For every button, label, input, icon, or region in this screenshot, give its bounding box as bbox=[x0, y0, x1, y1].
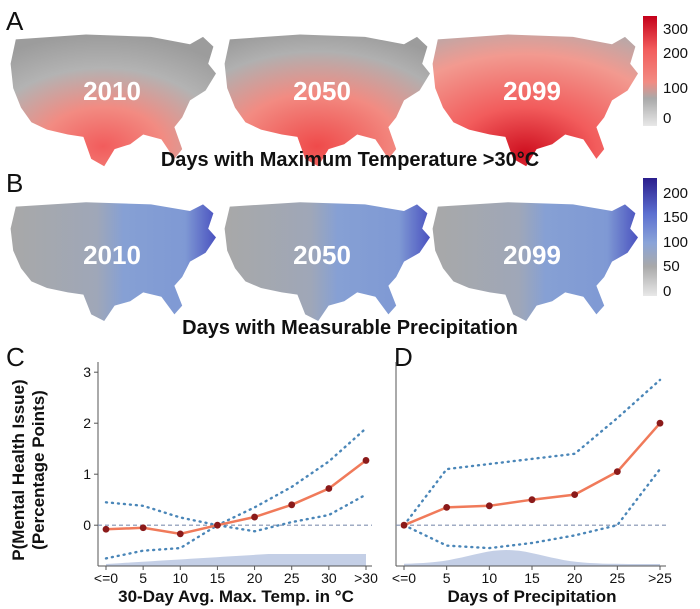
chart-d: <=0 5 10 15 20 25 >25 Days of Precipitation bbox=[392, 362, 672, 606]
colorbar-tick: 300 bbox=[663, 21, 688, 38]
map-year-label: 2099 bbox=[503, 76, 561, 106]
x-tick-label: >30 bbox=[354, 570, 378, 586]
x-tick-label: 15 bbox=[210, 570, 226, 586]
x-tick-label: 20 bbox=[247, 570, 263, 586]
x-tick-label: 25 bbox=[610, 570, 626, 586]
colorbar-a-ticks: 300 200 100 0 bbox=[663, 21, 688, 127]
x-tick-label: >25 bbox=[648, 570, 672, 586]
y-tick-label: 0 bbox=[83, 517, 91, 533]
data-point bbox=[176, 530, 184, 538]
panel-b-title: Days with Measurable Precipitation bbox=[182, 317, 518, 339]
estimate-line bbox=[403, 422, 661, 527]
colorbar-tick: 0 bbox=[663, 283, 671, 300]
data-point bbox=[139, 524, 147, 532]
data-point bbox=[485, 502, 493, 510]
map-year-label: 2099 bbox=[503, 240, 561, 270]
colorbar-b-ticks: 200 150 100 50 0 bbox=[663, 185, 688, 300]
ci-lower-line bbox=[104, 493, 368, 560]
x-tick-label: 25 bbox=[284, 570, 300, 586]
x-tick-label: 5 bbox=[139, 570, 147, 586]
colorbar-tick: 0 bbox=[663, 110, 671, 127]
data-point bbox=[362, 457, 370, 464]
shared-ylabel: P(Mental Health Issue) (Percentage Point… bbox=[9, 379, 48, 560]
density-strip bbox=[404, 550, 660, 566]
data-point bbox=[656, 419, 664, 427]
density-strip bbox=[106, 554, 366, 566]
colorbar-tick: 150 bbox=[663, 209, 688, 226]
colorbar-tick: 50 bbox=[663, 258, 680, 275]
data-point bbox=[214, 521, 221, 529]
y-tick-label: 2 bbox=[83, 415, 91, 431]
data-point bbox=[443, 503, 451, 511]
estimate-line bbox=[105, 459, 367, 536]
x-tick-label: 10 bbox=[172, 570, 188, 586]
panel-letter-a: A bbox=[6, 6, 24, 36]
data-point bbox=[613, 468, 621, 476]
colorbar-tick: 200 bbox=[663, 45, 688, 62]
panel-letter-b: B bbox=[6, 168, 23, 198]
x-tick-label: <=0 bbox=[392, 570, 416, 586]
ylabel-line-2: (Percentage Points) bbox=[29, 390, 48, 550]
ci-upper-line bbox=[104, 427, 368, 527]
x-tick-label: <=0 bbox=[94, 570, 118, 586]
panel-letter-c: C bbox=[6, 342, 25, 372]
colorbar-tick: 100 bbox=[663, 80, 688, 97]
data-point bbox=[288, 501, 296, 509]
y-tick-label: 1 bbox=[83, 466, 91, 482]
colorbar-tick: 200 bbox=[663, 185, 688, 202]
x-axis-title: Days of Precipitation bbox=[447, 587, 616, 606]
panel-a-title: Days with Maximum Temperature >30°C bbox=[161, 149, 539, 171]
colorbar-tick: 100 bbox=[663, 234, 688, 251]
map-year-label: 2010 bbox=[83, 76, 141, 106]
colorbar-a bbox=[643, 16, 657, 126]
map-year-label: 2050 bbox=[293, 240, 351, 270]
data-point bbox=[102, 525, 110, 533]
x-tick-label: 20 bbox=[567, 570, 583, 586]
data-point bbox=[571, 491, 579, 498]
y-tick-label: 3 bbox=[83, 364, 91, 380]
data-point bbox=[325, 485, 333, 492]
ylabel-line-1: P(Mental Health Issue) bbox=[9, 379, 28, 560]
map-year-label: 2010 bbox=[83, 240, 141, 270]
data-point bbox=[251, 513, 258, 521]
ci-lower-line bbox=[402, 467, 662, 550]
map-year-label: 2050 bbox=[293, 76, 351, 106]
ci-upper-line bbox=[402, 378, 662, 527]
x-tick-label: 15 bbox=[524, 570, 540, 586]
data-point bbox=[528, 496, 536, 504]
panel-letter-d: D bbox=[394, 342, 413, 372]
x-tick-label: 10 bbox=[482, 570, 498, 586]
x-tick-label: 5 bbox=[443, 570, 451, 586]
colorbar-b bbox=[643, 178, 657, 296]
x-axis-title: 30-Day Avg. Max. Temp. in °C bbox=[118, 587, 354, 606]
x-tick-label: 30 bbox=[321, 570, 337, 586]
data-point bbox=[400, 521, 408, 529]
